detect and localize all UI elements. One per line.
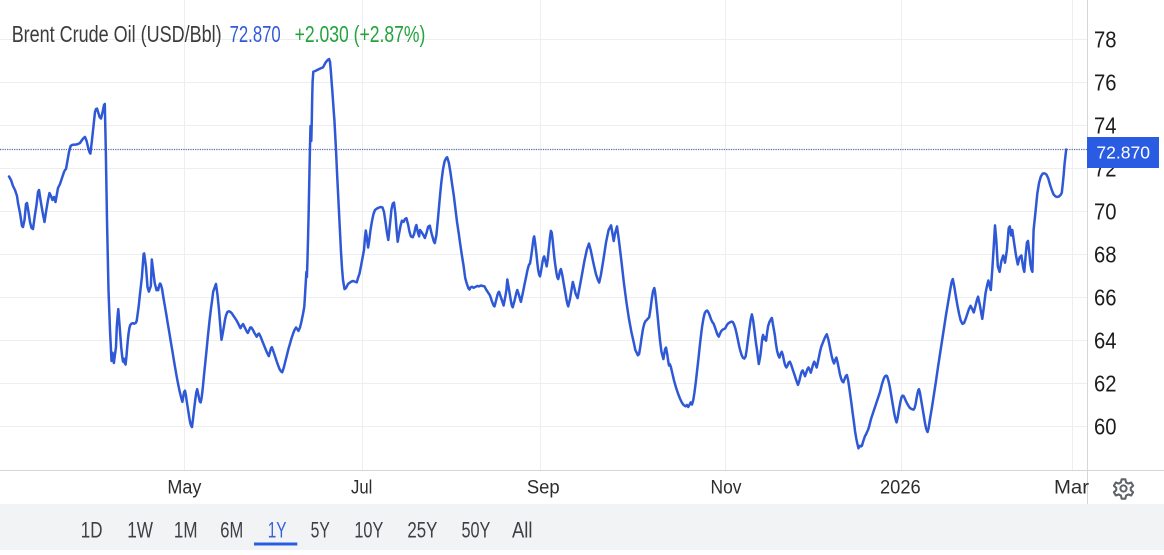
svg-text:76: 76 xyxy=(1094,70,1117,96)
svg-text:6M: 6M xyxy=(220,518,243,543)
svg-text:+2.030 (+2.87%): +2.030 (+2.87%) xyxy=(295,21,426,47)
svg-text:1W: 1W xyxy=(127,518,153,543)
svg-text:25Y: 25Y xyxy=(407,518,437,543)
svg-text:74: 74 xyxy=(1094,113,1117,139)
svg-text:64: 64 xyxy=(1094,328,1117,354)
svg-text:68: 68 xyxy=(1094,242,1117,268)
svg-text:70: 70 xyxy=(1094,199,1117,225)
svg-text:May: May xyxy=(167,478,201,499)
svg-text:50Y: 50Y xyxy=(462,518,491,543)
svg-text:Jul: Jul xyxy=(351,478,372,499)
svg-text:Sep: Sep xyxy=(527,478,560,499)
svg-text:1Y: 1Y xyxy=(268,518,287,543)
svg-text:1M: 1M xyxy=(174,518,198,543)
svg-text:Brent Crude Oil (USD/Bbl): Brent Crude Oil (USD/Bbl) xyxy=(12,21,222,47)
svg-text:10Y: 10Y xyxy=(354,518,383,543)
svg-text:66: 66 xyxy=(1094,285,1117,311)
svg-text:All: All xyxy=(512,518,533,543)
svg-text:60: 60 xyxy=(1094,414,1117,440)
svg-text:72.870: 72.870 xyxy=(1096,142,1150,162)
svg-text:78: 78 xyxy=(1094,27,1117,53)
svg-text:Nov: Nov xyxy=(711,478,742,499)
svg-text:72.870: 72.870 xyxy=(230,21,281,47)
svg-text:62: 62 xyxy=(1094,371,1117,397)
svg-text:Mar: Mar xyxy=(1054,478,1090,499)
svg-text:2026: 2026 xyxy=(880,478,921,499)
svg-text:1D: 1D xyxy=(81,518,103,543)
svg-text:5Y: 5Y xyxy=(311,518,330,543)
